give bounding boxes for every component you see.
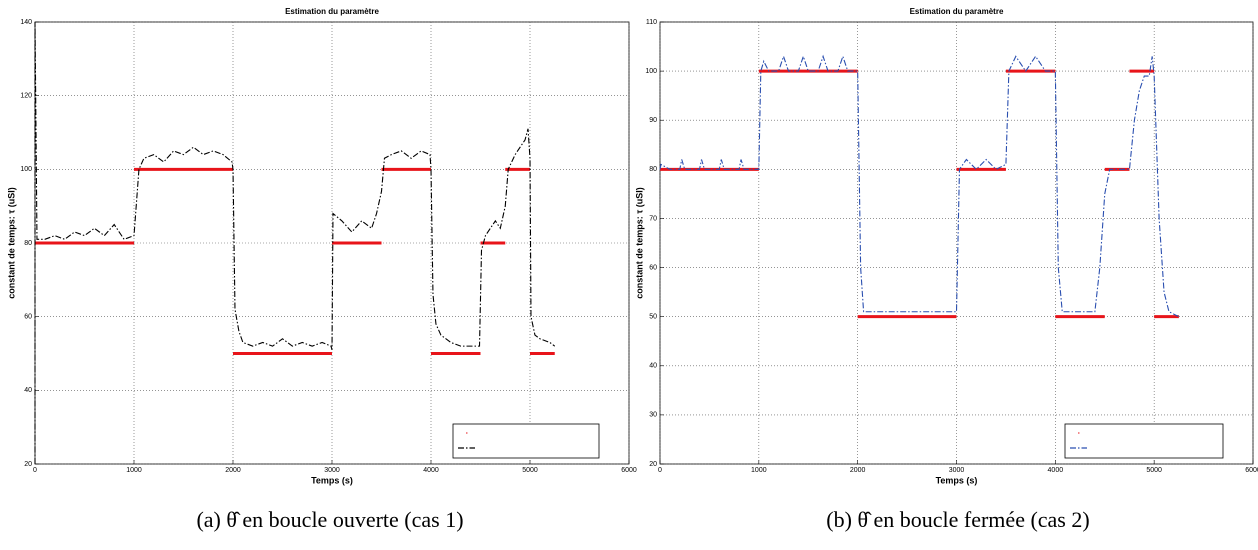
chart: 0 1000 2000 3000 4000 5000 6000 20 30 40 50 60 70 80 9… — [634, 7, 1258, 532]
y-tick-label: 80 — [649, 166, 657, 173]
x-tick-label: 0 — [658, 467, 662, 474]
y-tick-label: 70 — [649, 215, 657, 222]
x-tick-label: 3000 — [324, 467, 340, 474]
x-tick-label: 2000 — [850, 467, 866, 474]
x-tick-label: 4000 — [423, 467, 439, 474]
series-line — [35, 167, 555, 355]
y-tick-label: 80 — [24, 240, 32, 247]
chart: 0 1000 2000 3000 4000 5000 6000 20 40 60 80 100 120 1… — [6, 7, 637, 532]
x-tick-label: 2000 — [225, 467, 241, 474]
y-tick-label: 60 — [24, 314, 32, 321]
caption: (b) θ̂ en boucle fermée (cas 2) — [826, 507, 1089, 532]
x-tick-label: 5000 — [522, 467, 538, 474]
y-tick-label: 30 — [649, 412, 657, 419]
y-axis-label: constant de temps: τ (uSI) — [6, 187, 16, 299]
x-tick-label: 5000 — [1146, 467, 1162, 474]
series-line — [34, 21, 556, 464]
legend-box — [452, 423, 600, 459]
y-tick-label: 110 — [646, 19, 657, 26]
legend — [452, 423, 600, 459]
chart-title: Estimation du paramètre — [910, 7, 1004, 16]
y-tick-label: 100 — [645, 68, 657, 75]
caption: (a) θ̂ en boucle ouverte (cas 1) — [196, 507, 463, 532]
x-axis-label: Temps (s) — [936, 475, 978, 485]
x-tick-label: 0 — [33, 467, 37, 474]
x-tick-label: 4000 — [1048, 467, 1064, 474]
y-tick-label: 90 — [649, 117, 657, 124]
x-tick-label: 3000 — [949, 467, 965, 474]
y-tick-label: 20 — [649, 461, 657, 468]
y-tick-label: 20 — [24, 461, 32, 468]
legend-box — [1064, 423, 1224, 459]
x-tick-label: 6000 — [621, 467, 637, 474]
chart-title: Estimation du paramètre — [285, 7, 379, 16]
x-tick-label: 1000 — [126, 467, 142, 474]
y-tick-label: 120 — [20, 93, 32, 100]
y-tick-label: 140 — [20, 19, 32, 26]
y-tick-label: 40 — [649, 363, 657, 370]
x-tick-label: 6000 — [1245, 467, 1258, 474]
y-tick-label: 100 — [20, 166, 32, 173]
x-axis-label: Temps (s) — [311, 475, 353, 485]
y-tick-label: 40 — [24, 387, 32, 394]
y-tick-label: 50 — [649, 314, 657, 321]
plot-area — [659, 21, 1254, 465]
series-line — [659, 54, 1180, 318]
y-tick-label: 60 — [649, 264, 657, 271]
x-tick-label: 1000 — [751, 467, 767, 474]
legend — [1064, 423, 1224, 459]
y-axis-label: constant de temps: τ (uSI) — [634, 187, 644, 299]
